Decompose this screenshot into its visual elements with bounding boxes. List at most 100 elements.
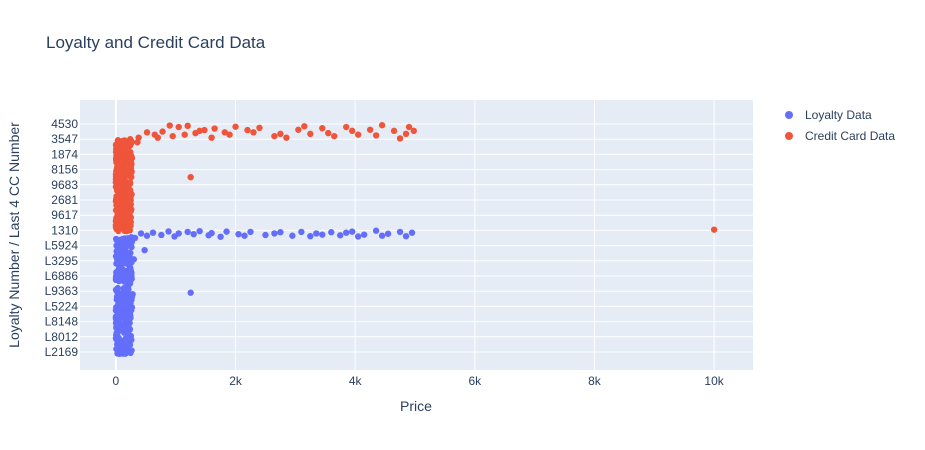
data-point[interactable] — [134, 139, 141, 146]
data-point[interactable] — [277, 130, 284, 138]
data-point[interactable] — [378, 232, 386, 239]
data-point[interactable] — [208, 134, 215, 141]
data-point[interactable] — [119, 205, 126, 212]
data-point[interactable] — [141, 246, 148, 254]
data-point[interactable] — [184, 228, 191, 236]
data-point[interactable] — [319, 231, 326, 238]
data-point[interactable] — [396, 135, 404, 142]
legend-item-credit-card[interactable]: Credit Card Data — [782, 125, 895, 146]
data-point[interactable] — [127, 336, 135, 344]
data-point[interactable] — [295, 126, 302, 133]
data-point[interactable] — [256, 124, 263, 131]
data-point[interactable] — [127, 300, 134, 307]
data-point[interactable] — [117, 156, 125, 163]
data-point[interactable] — [307, 232, 314, 240]
data-point[interactable] — [402, 232, 410, 240]
data-point[interactable] — [113, 174, 121, 182]
data-point[interactable] — [119, 166, 127, 174]
data-point[interactable] — [166, 122, 173, 129]
data-point[interactable] — [128, 173, 135, 181]
data-point[interactable] — [171, 233, 178, 240]
data-point[interactable] — [123, 324, 130, 332]
data-point[interactable] — [313, 230, 320, 237]
data-point[interactable] — [283, 134, 290, 141]
data-point[interactable] — [122, 259, 129, 267]
data-point[interactable] — [319, 125, 326, 132]
data-point[interactable] — [143, 129, 151, 136]
data-point[interactable] — [181, 131, 188, 138]
data-point[interactable] — [128, 238, 136, 246]
data-point[interactable] — [125, 286, 132, 293]
data-point[interactable] — [223, 228, 230, 235]
data-point[interactable] — [116, 337, 123, 344]
data-point[interactable] — [123, 273, 131, 280]
data-point[interactable] — [405, 123, 413, 131]
data-point[interactable] — [119, 171, 127, 179]
data-point[interactable] — [211, 125, 218, 132]
data-point[interactable] — [126, 179, 134, 186]
data-point[interactable] — [113, 142, 120, 150]
data-point[interactable] — [408, 229, 416, 236]
data-point[interactable] — [114, 273, 121, 280]
data-point[interactable] — [262, 231, 269, 239]
data-point[interactable] — [158, 231, 165, 239]
data-point[interactable] — [250, 129, 257, 136]
data-point[interactable] — [149, 229, 157, 236]
data-point[interactable] — [119, 268, 126, 275]
data-point[interactable] — [187, 174, 194, 181]
data-point[interactable] — [114, 250, 122, 258]
data-point[interactable] — [115, 321, 123, 328]
data-point[interactable] — [154, 134, 161, 141]
data-point[interactable] — [128, 206, 135, 213]
data-point[interactable] — [226, 131, 233, 138]
data-point[interactable] — [127, 291, 135, 298]
data-point[interactable] — [113, 165, 121, 172]
data-point[interactable] — [127, 158, 135, 165]
data-point[interactable] — [128, 139, 135, 147]
data-point[interactable] — [124, 198, 132, 205]
data-point[interactable] — [378, 122, 386, 129]
data-point[interactable] — [205, 232, 212, 239]
data-point[interactable] — [196, 127, 203, 135]
data-point[interactable] — [247, 228, 254, 236]
data-point[interactable] — [121, 137, 128, 144]
data-point[interactable] — [217, 233, 224, 240]
data-point[interactable] — [175, 123, 182, 131]
data-point[interactable] — [232, 123, 239, 130]
data-point[interactable] — [402, 130, 410, 138]
data-point[interactable] — [298, 228, 305, 236]
data-point[interactable] — [271, 132, 278, 140]
data-point[interactable] — [348, 228, 356, 235]
data-point[interactable] — [126, 256, 134, 263]
data-point[interactable] — [343, 123, 350, 131]
data-point[interactable] — [710, 226, 718, 233]
data-point[interactable] — [114, 203, 121, 210]
data-point[interactable] — [190, 231, 197, 238]
data-point[interactable] — [122, 243, 130, 250]
data-point[interactable] — [372, 227, 380, 234]
data-point[interactable] — [127, 220, 134, 228]
data-point[interactable] — [159, 128, 166, 135]
data-point[interactable] — [244, 126, 251, 134]
data-point[interactable] — [354, 233, 362, 240]
data-point[interactable] — [118, 295, 126, 302]
data-point[interactable] — [396, 228, 404, 236]
data-point[interactable] — [328, 229, 335, 236]
data-point[interactable] — [124, 316, 131, 324]
data-point[interactable] — [126, 227, 133, 234]
data-point[interactable] — [372, 132, 380, 139]
data-point[interactable] — [127, 214, 135, 221]
data-point[interactable] — [184, 122, 191, 130]
data-point[interactable] — [122, 218, 129, 225]
data-point[interactable] — [384, 230, 392, 237]
data-point[interactable] — [115, 187, 122, 195]
data-point[interactable] — [325, 129, 332, 137]
data-point[interactable] — [360, 231, 368, 238]
data-point[interactable] — [201, 126, 208, 134]
data-point[interactable] — [113, 216, 120, 224]
data-point[interactable] — [127, 266, 134, 274]
data-point[interactable] — [127, 163, 135, 170]
data-point[interactable] — [127, 152, 134, 160]
data-point[interactable] — [121, 227, 128, 235]
